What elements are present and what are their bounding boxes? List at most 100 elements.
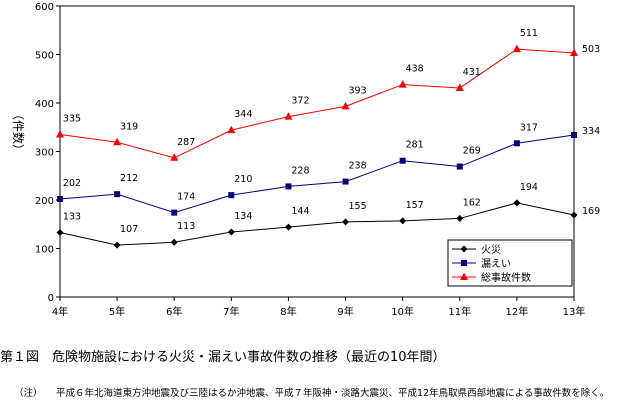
data-label: 344: [234, 109, 252, 120]
y-tick-label: 100: [35, 245, 54, 256]
data-point: [513, 140, 520, 147]
data-label: 202: [63, 178, 81, 189]
x-tick-label: 5年: [109, 305, 125, 318]
data-label: 157: [406, 200, 424, 211]
data-label: 107: [120, 224, 138, 235]
data-label: 212: [120, 173, 138, 184]
y-axis-label: （件数）: [11, 108, 26, 156]
data-label: 113: [177, 221, 195, 232]
data-point: [571, 132, 577, 139]
data-label: 134: [234, 211, 252, 222]
data-label: 194: [520, 182, 538, 193]
series-総事故件数: 335 319 287 344 372 393 438 431 511 503: [56, 28, 600, 161]
data-point: [513, 199, 521, 207]
data-label: 431: [463, 67, 481, 78]
x-tick-label: 6年: [166, 305, 182, 318]
data-point: [113, 137, 122, 146]
figure-caption: 第１図 危険物施設における火災・漏えい事故件数の推移（最近の10年間）: [0, 350, 446, 365]
data-point: [342, 218, 350, 226]
data-point: [461, 260, 467, 266]
series-line: [59, 202, 575, 246]
data-label: 317: [520, 122, 538, 133]
data-label: 174: [177, 192, 195, 203]
data-point: [399, 217, 407, 225]
x-tick-label: 13年: [563, 305, 586, 318]
series-火災: 133 107 113 134 144 155 157 162 194 169: [56, 182, 600, 249]
legend-item: 火災: [452, 244, 501, 256]
data-point: [455, 83, 464, 91]
data-label: 133: [63, 211, 81, 222]
data-label: 281: [406, 140, 424, 151]
data-point: [285, 183, 292, 190]
data-label: 438: [406, 64, 424, 75]
data-label: 269: [463, 146, 481, 157]
data-label: 144: [291, 206, 309, 217]
data-point: [228, 192, 235, 199]
data-point: [460, 272, 468, 280]
legend-label: 漏えい: [481, 258, 511, 270]
data-point: [57, 196, 63, 203]
y-tick-label: 400: [35, 99, 54, 110]
x-tick-label: 10年: [391, 305, 414, 318]
data-point: [456, 214, 464, 222]
y-tick-label: 300: [35, 148, 54, 159]
x-tick-label: 7年: [223, 305, 239, 318]
data-label: 511: [520, 28, 538, 39]
data-point: [227, 125, 236, 134]
data-point: [284, 112, 293, 120]
data-point: [227, 228, 235, 236]
data-point: [398, 80, 407, 88]
note-mark: （注）: [14, 388, 43, 399]
data-point: [56, 130, 64, 138]
data-label: 210: [234, 174, 252, 185]
y-tick-label: 200: [35, 196, 54, 207]
data-point: [512, 44, 521, 53]
data-point: [570, 211, 578, 219]
data-point: [342, 178, 349, 185]
data-label: 228: [291, 165, 309, 176]
data-label: 162: [463, 197, 481, 208]
data-point: [56, 228, 64, 236]
data-point: [456, 163, 463, 170]
data-label: 503: [582, 44, 600, 55]
data-label: 238: [348, 161, 366, 172]
data-point: [284, 223, 292, 231]
data-point: [170, 153, 179, 161]
line-chart: 0 100 200 300 400 500 600 4年 5年 6年 7年 8年 9年 10年 11年 12…: [11, 2, 600, 318]
data-point: [399, 157, 406, 164]
legend-item: 漏えい: [452, 258, 511, 270]
series-漏えい: 202 212 174 210 228 238 281 269 317 334: [57, 122, 600, 216]
y-tick-label: 500: [35, 51, 54, 62]
data-label: 319: [120, 121, 138, 132]
data-point: [113, 241, 121, 249]
data-label: 334: [582, 126, 600, 137]
x-axis: 4年 5年 6年 7年 8年 9年 10年 11年 12年 13年: [52, 297, 586, 318]
data-point: [341, 101, 350, 110]
data-point: [114, 191, 121, 198]
legend-item: 総事故件数: [452, 271, 531, 284]
data-point: [570, 48, 578, 57]
y-tick-label: 0: [48, 293, 54, 304]
legend-label: 火災: [481, 244, 501, 256]
data-point: [170, 238, 178, 246]
data-label: 155: [348, 201, 366, 212]
note-text: 平成６年北海道東方沖地震及び三陸はるか沖地震、平成７年阪神・淡路大震災、平成12…: [56, 388, 610, 399]
data-label: 169: [582, 206, 600, 217]
x-tick-label: 9年: [337, 305, 353, 318]
data-point: [171, 209, 178, 216]
data-label: 393: [348, 85, 366, 96]
y-tick-label: 600: [35, 2, 54, 13]
data-label: 287: [177, 137, 195, 148]
data-label: 372: [291, 96, 309, 107]
x-tick-label: 11年: [448, 305, 471, 318]
data-point: [460, 245, 468, 253]
x-tick-label: 4年: [52, 305, 68, 318]
x-tick-label: 8年: [280, 305, 296, 318]
series-line: [59, 48, 575, 159]
y-axis: 0 100 200 300 400 500 600: [35, 2, 60, 304]
x-tick-label: 12年: [506, 305, 529, 318]
data-label: 335: [63, 114, 81, 125]
legend-label: 総事故件数: [481, 271, 531, 284]
